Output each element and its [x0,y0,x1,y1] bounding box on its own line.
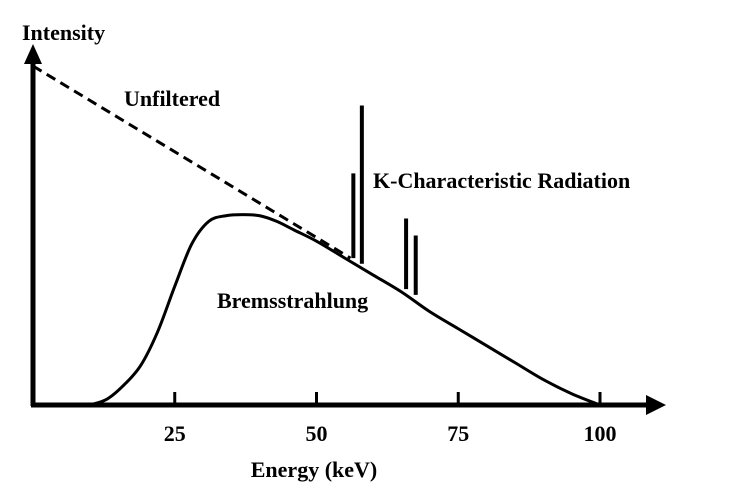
x-tick-label-100: 100 [584,421,617,446]
x-axis-label: Energy (keV) [251,457,377,482]
characteristic-spikes [351,105,418,295]
x-tick-label-75: 75 [447,421,469,446]
x-tick-labels: 25 50 75 100 [164,421,617,446]
bremsstrahlung-curve [89,213,601,407]
spectrum-curves [32,64,601,407]
bremsstrahlung-label: Bremsstrahlung [217,288,368,313]
unfiltered-label: Unfiltered [124,86,220,111]
characteristic-label: K-Characteristic Radiation [373,168,630,193]
x-tick-label-25: 25 [164,421,186,446]
x-ticks [173,392,602,405]
x-tick-label-50: 50 [306,421,328,446]
x-axis-arrowhead [646,395,666,415]
y-axis-arrowhead [24,44,42,64]
y-axis-label: Intensity [22,20,105,45]
unfiltered-dashed-line [32,64,352,260]
